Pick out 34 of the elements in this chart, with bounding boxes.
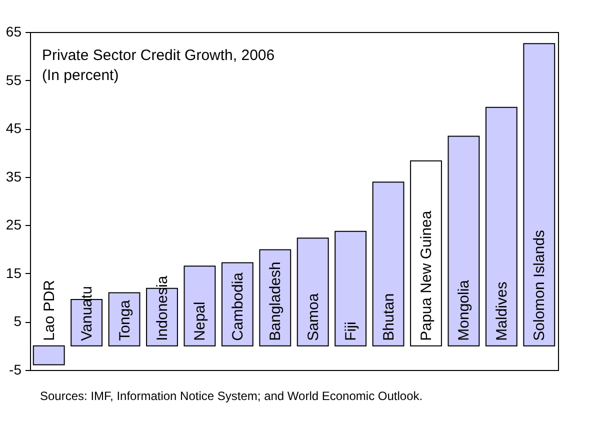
- bar: [410, 160, 442, 346]
- x-tick-label: Lao PDR: [40, 280, 58, 341]
- y-tick-label: 65: [6, 24, 22, 40]
- x-tick-label: Cambodia: [229, 272, 246, 341]
- bar: [334, 230, 367, 346]
- x-tick-label: Vanuatu: [78, 286, 96, 341]
- x-tick-label: Papua New Guinea: [418, 210, 435, 341]
- bar: [372, 182, 404, 346]
- x-tick-label: Nepal: [192, 302, 209, 341]
- text: Private Sector Credit Growth, 2006: [42, 47, 275, 64]
- text: (In percent): [42, 67, 119, 84]
- y-tick-label: 35: [6, 168, 22, 184]
- y-tick-label: 45: [6, 120, 22, 136]
- y-tick-label: 25: [6, 216, 22, 233]
- x-tick-label: Tonga: [116, 299, 134, 341]
- bar: [485, 106, 518, 346]
- x-tick-label: Maldives: [493, 282, 510, 341]
- bar: [296, 238, 329, 346]
- y-tick-label: 15: [6, 264, 22, 281]
- source-note: Sources: IMF, Information Notice System; and World Economic Outlook.: [40, 389, 423, 403]
- x-tick-label: Solomon Islands: [531, 230, 548, 341]
- x-tick-label: Samoa: [304, 292, 322, 341]
- x-tick-label: Mongolia: [456, 279, 473, 341]
- bar: [448, 136, 480, 346]
- x-tick-label: Bhutan: [380, 293, 398, 341]
- y-tick-label: -5: [9, 362, 22, 378]
- x-tick-label: Bangladesh: [267, 262, 284, 341]
- bar: [184, 266, 216, 346]
- y-tick-label: 55: [6, 72, 22, 88]
- y-tick-label: 5: [14, 313, 22, 330]
- x-tick-label: Fiji: [342, 322, 360, 341]
- bar: [32, 345, 65, 366]
- bar: [523, 43, 556, 346]
- x-tick-label: Indonesia: [154, 275, 171, 341]
